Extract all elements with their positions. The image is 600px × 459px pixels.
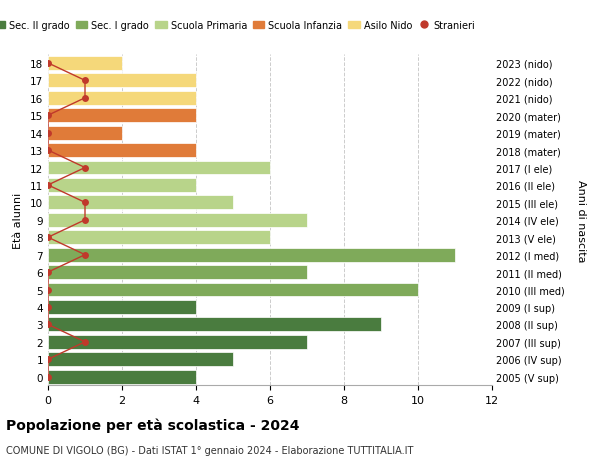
Point: [43, 234, 53, 241]
Point: [43, 130, 53, 137]
Bar: [48, 179, 196, 192]
Point: [80, 95, 90, 102]
Bar: [48, 283, 418, 297]
Y-axis label: Età alunni: Età alunni: [13, 192, 23, 248]
Legend: Sec. II grado, Sec. I grado, Scuola Primaria, Scuola Infanzia, Asilo Nido, Stran: Sec. II grado, Sec. I grado, Scuola Prim…: [0, 17, 479, 35]
Bar: [48, 144, 196, 158]
Bar: [48, 335, 307, 349]
Point: [80, 199, 90, 207]
Point: [43, 112, 53, 120]
Text: Popolazione per età scolastica - 2024: Popolazione per età scolastica - 2024: [6, 418, 299, 432]
Bar: [48, 74, 196, 88]
Point: [43, 147, 53, 154]
Bar: [48, 231, 270, 245]
Bar: [48, 370, 196, 384]
Bar: [48, 266, 307, 280]
Point: [80, 252, 90, 259]
Y-axis label: Anni di nascita: Anni di nascita: [576, 179, 586, 262]
Point: [80, 164, 90, 172]
Point: [43, 182, 53, 189]
Bar: [48, 196, 233, 210]
Point: [43, 60, 53, 67]
Bar: [48, 353, 233, 366]
Bar: [48, 109, 196, 123]
Bar: [48, 318, 381, 332]
Point: [80, 338, 90, 346]
Bar: [48, 161, 270, 175]
Point: [43, 286, 53, 294]
Point: [43, 269, 53, 276]
Point: [43, 303, 53, 311]
Bar: [48, 248, 455, 262]
Bar: [48, 57, 122, 71]
Point: [80, 217, 90, 224]
Text: COMUNE DI VIGOLO (BG) - Dati ISTAT 1° gennaio 2024 - Elaborazione TUTTITALIA.IT: COMUNE DI VIGOLO (BG) - Dati ISTAT 1° ge…: [6, 445, 413, 455]
Point: [43, 356, 53, 363]
Point: [43, 321, 53, 328]
Bar: [48, 213, 307, 227]
Point: [43, 373, 53, 381]
Bar: [48, 300, 196, 314]
Point: [80, 78, 90, 85]
Bar: [48, 92, 196, 106]
Bar: [48, 126, 122, 140]
